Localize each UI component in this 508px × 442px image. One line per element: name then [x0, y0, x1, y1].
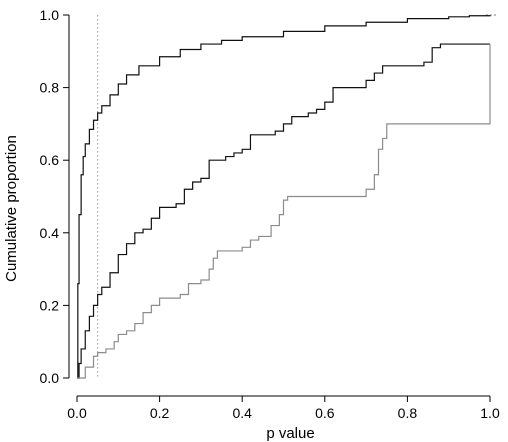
y-tick-label: 0.6 [40, 152, 60, 168]
y-tick-label: 1.0 [40, 7, 60, 23]
x-tick-label: 0.2 [150, 405, 170, 421]
x-tick-label: 0.8 [398, 405, 418, 421]
y-axis-title: Cumulative proportion [3, 135, 20, 282]
y-tick-label: 0.0 [40, 370, 60, 386]
x-tick-label: 0.6 [315, 405, 335, 421]
x-tick-label: 0.0 [67, 405, 87, 421]
series-line-3 [77, 44, 491, 379]
x-axis-title: p value [266, 425, 314, 442]
series-line-2 [77, 43, 490, 379]
x-tick-label: 0.4 [232, 405, 252, 421]
y-tick-label: 0.2 [40, 297, 60, 313]
y-tick-label: 0.4 [40, 225, 60, 241]
x-tick-label: 1.0 [480, 405, 500, 421]
y-tick-label: 0.8 [40, 80, 60, 96]
series-line-1 [77, 15, 491, 379]
